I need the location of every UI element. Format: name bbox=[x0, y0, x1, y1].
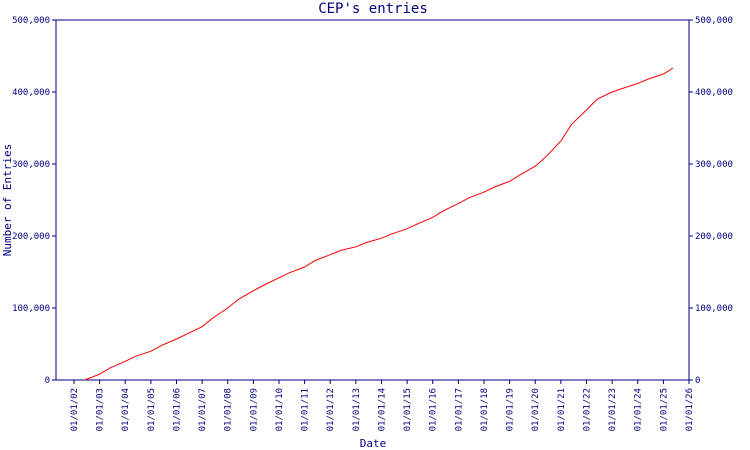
x-tick-label: 01/01/21 bbox=[557, 388, 567, 431]
x-tick-label: 01/01/13 bbox=[352, 388, 362, 431]
y-axis-left: 0 100,000 200,000 300,000 400,000 500,000 bbox=[12, 16, 56, 386]
x-tick-label: 01/01/20 bbox=[531, 388, 541, 431]
x-axis: 01/01/02 01/01/03 01/01/04 01/01/05 01/01/06… bbox=[70, 380, 695, 431]
x-tick-label: 01/01/02 bbox=[70, 388, 80, 431]
plot-frame bbox=[55, 19, 690, 381]
x-tick-label: 01/01/23 bbox=[608, 388, 618, 431]
x-tick-label: 01/01/25 bbox=[659, 388, 669, 431]
x-tick-label: 01/01/22 bbox=[583, 388, 593, 431]
x-tick-label: 01/01/06 bbox=[173, 388, 183, 431]
x-tick-label: 01/01/14 bbox=[378, 388, 388, 431]
y-tick-label: 100,000 bbox=[12, 304, 50, 314]
x-axis-label: Date bbox=[360, 437, 387, 450]
x-tick-label: 01/01/17 bbox=[454, 388, 464, 431]
y-tick-label-right: 0 bbox=[695, 376, 700, 386]
chart-title: CEP's entries bbox=[318, 1, 428, 17]
y-tick-label: 200,000 bbox=[12, 232, 50, 242]
x-tick-label: 01/01/16 bbox=[429, 388, 439, 431]
y-tick-label-right: 400,000 bbox=[695, 88, 733, 98]
y-tick-label-right: 200,000 bbox=[695, 232, 733, 242]
x-tick-label: 01/01/24 bbox=[634, 388, 644, 431]
x-tick-label: 01/01/19 bbox=[506, 388, 516, 431]
x-tick-label: 01/01/09 bbox=[249, 388, 259, 431]
y-tick-label-right: 100,000 bbox=[695, 304, 733, 314]
y-tick-label: 400,000 bbox=[12, 88, 50, 98]
x-tick-label: 01/01/18 bbox=[480, 388, 490, 431]
x-tick-label: 01/01/26 bbox=[685, 388, 695, 431]
x-tick-label: 01/01/03 bbox=[96, 388, 106, 431]
series-line bbox=[84, 67, 674, 381]
y-tick-label-right: 500,000 bbox=[695, 16, 733, 26]
y-tick-label: 300,000 bbox=[12, 160, 50, 170]
x-tick-label: 01/01/05 bbox=[147, 388, 157, 431]
x-tick-label: 01/01/12 bbox=[326, 388, 336, 431]
x-tick-label: 01/01/08 bbox=[224, 388, 234, 431]
x-tick-label: 01/01/11 bbox=[301, 388, 311, 431]
x-tick-label: 01/01/15 bbox=[403, 388, 413, 431]
y-tick-label-right: 300,000 bbox=[695, 160, 733, 170]
x-tick-label: 01/01/07 bbox=[198, 388, 208, 431]
y-tick-label: 500,000 bbox=[12, 16, 50, 26]
y-tick-label: 0 bbox=[45, 376, 50, 386]
x-tick-label: 01/01/04 bbox=[121, 388, 131, 431]
y-axis-label: Number of Entries bbox=[1, 144, 14, 257]
y-axis-right: 0 100,000 200,000 300,000 400,000 500,000 bbox=[689, 16, 733, 386]
x-tick-label: 01/01/10 bbox=[275, 388, 285, 431]
